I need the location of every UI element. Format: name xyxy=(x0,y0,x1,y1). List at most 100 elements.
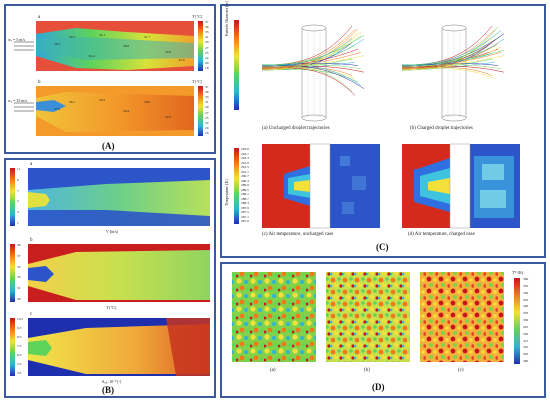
cbar-b-tick: 31 xyxy=(205,100,209,105)
cbar-b-tick: 27 xyxy=(205,110,209,115)
b-ytick-a: 3 xyxy=(17,210,19,215)
b-ytick-c: 8.5 xyxy=(17,335,22,339)
cbar-a-tick: 20 xyxy=(205,60,209,65)
panel-d-figure xyxy=(232,272,520,364)
panel-b: a b c 11 9 7 5 3 1 39 37 35 33 31 29 10.5 9.5 8.5 7.5… xyxy=(4,158,216,398)
panel-d-tag: (D) xyxy=(372,382,385,392)
particle-cbar xyxy=(234,20,239,110)
temp-cbar-tick: 267.0 xyxy=(241,219,249,223)
cbar-b-tick: 18 xyxy=(205,131,209,135)
cbar-a xyxy=(198,21,203,71)
plot-a-core xyxy=(36,37,194,60)
b-yticks-a: 11 9 7 5 3 1 xyxy=(16,167,28,226)
cbar-b-tick: 33 xyxy=(205,95,209,100)
temp-cbar-tick: 287.9 xyxy=(241,205,249,210)
temp-cbar-tick: 291.9 xyxy=(241,160,249,165)
b-cbar-b xyxy=(10,244,15,302)
plot-b-plume xyxy=(36,92,194,132)
d-caption-c: (c) xyxy=(458,368,464,373)
droplet-trajectory xyxy=(401,68,496,80)
contour-label-b: 22.0 xyxy=(165,114,172,119)
d-cbar-ticks: 360 355 350 345 340 335 330 325 320 315 310 305 300 xyxy=(522,277,538,364)
b-plot-b-jet xyxy=(28,266,54,282)
cbar-a-title: T [°C] xyxy=(192,14,203,19)
temp-cbar-tick: 290.3 xyxy=(241,178,249,183)
panel-c-figure xyxy=(234,20,520,229)
cbar-a-ticks: 37 36 33 31 29 27 25 22 20 18 xyxy=(204,20,214,71)
droplet-trajectory xyxy=(401,25,493,66)
b-ytick-c: 7.5 xyxy=(17,344,22,348)
cbar-a-tick: 25 xyxy=(205,50,209,55)
d-cbar-tick: 345 xyxy=(523,297,529,302)
b-ytick-c: 6.5 xyxy=(17,353,22,357)
caption-c: (c) Air temperature, uncharged case xyxy=(262,232,334,237)
trajectories-a xyxy=(261,25,365,96)
inflow-b-label: wₒ = 15 m/s xyxy=(8,98,28,103)
cbar-b-tick: 20 xyxy=(205,125,209,130)
inflow-a-label: wₒ = 5 m/s xyxy=(8,37,26,42)
temp-cbar-tick: 289.9 xyxy=(241,183,249,187)
panel-d: Tᵂ (K) 360 355 350 345 340 335 330 325 320 315 310… xyxy=(220,262,546,398)
temp-cbar-tick: 292.7 xyxy=(241,151,249,156)
temp-cbar-tick: 288.3 xyxy=(241,201,249,205)
subplot-a-letter: a xyxy=(38,15,41,20)
b-yticks-b: 39 37 35 33 31 29 xyxy=(16,243,28,302)
contour-label-a: 28.5 xyxy=(54,41,61,46)
subplot-b-letter: b xyxy=(38,80,41,85)
d-map-b xyxy=(326,272,410,362)
cbar-b-tick: 25 xyxy=(205,115,209,120)
panel-a-figure xyxy=(14,21,203,136)
cylinder-b xyxy=(441,24,467,122)
b-subplot-b-letter: b xyxy=(30,238,33,243)
cbar-a-tick: 27 xyxy=(205,45,209,50)
contour-labels-b: 37.8 36.1 34.5 29.4 28.6 22.0 xyxy=(36,86,194,136)
b-ytick-b: 35 xyxy=(17,264,21,269)
temp-axis-label: Temperature [K] xyxy=(224,179,229,206)
d-cbar-tick: 335 xyxy=(523,311,529,316)
temp-cbar-tick: 291.1 xyxy=(241,169,249,174)
d-cbar-tick: 330 xyxy=(523,318,529,322)
contour-label-b: 37.8 xyxy=(54,106,61,111)
b-ytick-c: 5.5 xyxy=(17,362,22,366)
d-cbar xyxy=(514,278,520,364)
droplet-trajectory xyxy=(261,25,353,66)
panel-a: a b wₒ = 5 m/s wₒ = 15 m/s T [°C] T [°C]… xyxy=(4,4,216,154)
d-cbar-tick: 340 xyxy=(523,304,529,309)
droplet-trajectory xyxy=(261,67,356,96)
b-subplot-c-letter: c xyxy=(30,312,33,317)
d-cbar-tick: 305 xyxy=(523,352,529,357)
b-plot-b-plume xyxy=(28,250,210,300)
temp-cbar-tick: 292.3 xyxy=(241,156,249,160)
b-ytick-c: 10.5 xyxy=(17,317,24,321)
cbar-a-tick: 33 xyxy=(205,30,209,35)
b-ytick-a: 9 xyxy=(17,177,19,182)
temp-cbar-tick: 293.0 xyxy=(241,147,249,151)
b-xlabel-c: Sₑᵤₜ·10⁻³ [-] xyxy=(102,379,122,384)
cbar-a-tick: 22 xyxy=(205,55,209,60)
b-ytick-c: 3.5 xyxy=(17,371,22,375)
plot-b-core xyxy=(36,100,66,112)
b-ytick-b: 39 xyxy=(17,243,21,247)
b-plot-c-jet xyxy=(28,340,52,356)
caption-b: (b) Charged droplet trajectories xyxy=(410,126,473,131)
contour-label-b: 28.6 xyxy=(144,99,151,104)
field-d xyxy=(402,143,520,229)
b-plot-c-edge xyxy=(166,318,210,376)
temp-cbar xyxy=(234,148,239,224)
droplet-trajectory xyxy=(261,31,362,71)
b-subplot-a-letter: a xyxy=(30,162,33,167)
contour-label-a: 30.2 xyxy=(69,34,76,39)
cbar-b-tick: 37 xyxy=(205,85,209,89)
b-cbar-a xyxy=(10,168,15,226)
droplet-trajectory xyxy=(261,66,353,93)
cbar-a-tick: 36 xyxy=(205,25,209,30)
contour-label-a: 29.4 xyxy=(88,54,95,59)
contour-label-a: 22.0 xyxy=(178,57,185,62)
cbar-b xyxy=(198,86,203,136)
temp-cbar-tick: 289.5 xyxy=(241,187,249,192)
field-c xyxy=(262,143,380,229)
b-plot-a-top xyxy=(28,168,210,190)
temp-cbar-ticks: 293.0 292.7 292.3 291.9 291.5 291.1 290.7 290.3… xyxy=(240,147,256,224)
panel-a-tag: (A) xyxy=(102,141,115,151)
b-ytick-b: 29 xyxy=(17,297,21,301)
